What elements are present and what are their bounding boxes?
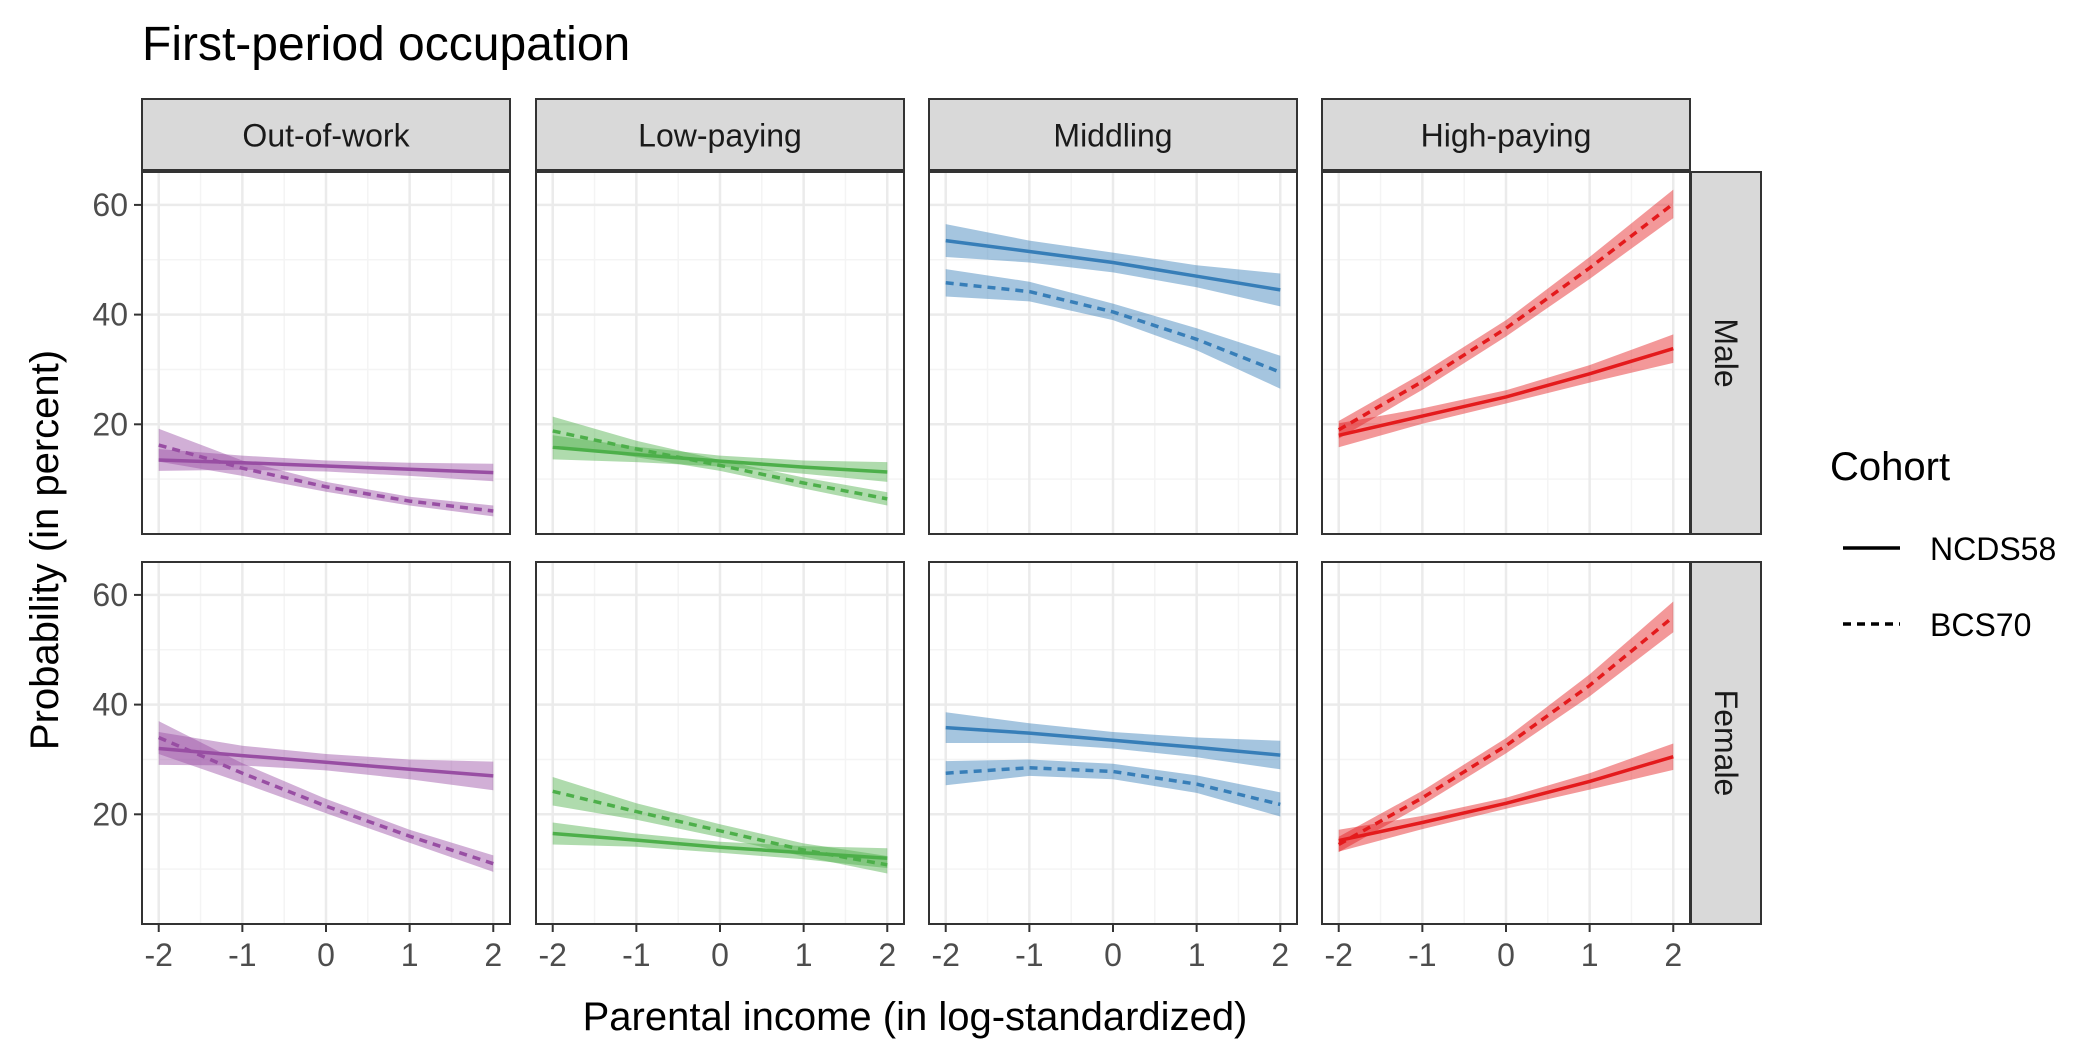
series-line-bcs70 xyxy=(945,765,1281,807)
panel-male-out-of-work: 20 40 60 xyxy=(92,171,511,535)
facet-strip-label: Out-of-work xyxy=(242,118,410,154)
series-line-ncds58 xyxy=(945,238,1281,292)
ci-band-bcs70 xyxy=(158,428,494,517)
ci-band-bcs70 xyxy=(1338,189,1674,439)
x-tick-label: 1 xyxy=(401,937,419,973)
ci-band-ncds58 xyxy=(1338,743,1674,852)
series-line-ncds58 xyxy=(158,746,494,778)
ci-band-bcs70 xyxy=(158,721,494,872)
ci-band-ncds58 xyxy=(552,822,888,869)
facet-strip-background xyxy=(535,98,905,171)
x-tick-label: 0 xyxy=(317,937,335,973)
facet-panels: Out-of-work Low-paying Middling High-paying… xyxy=(92,98,1762,973)
panel-border xyxy=(141,171,511,535)
series-line-ncds58 xyxy=(945,725,1281,757)
facet-strip-middling: Middling xyxy=(928,98,1298,171)
series-line-bcs70 xyxy=(1337,615,1675,847)
ci-band-ncds58 xyxy=(1338,334,1674,448)
x-tick-label: 1 xyxy=(1581,937,1599,973)
series-line-bcs70 xyxy=(552,429,888,501)
x-tick-label: -2 xyxy=(145,937,173,973)
y-tick-label: 60 xyxy=(92,577,128,613)
series-line-ncds58 xyxy=(1338,755,1674,843)
x-tick-label: -1 xyxy=(228,937,256,973)
panel-border xyxy=(1321,171,1691,535)
ci-band-ncds58 xyxy=(945,224,1281,307)
facet-strip-label: Low-paying xyxy=(638,118,802,154)
chart-title: First-period occupation xyxy=(142,18,630,71)
panel-female-out-of-work: 20 40 60 -2 -1 0 1 2 xyxy=(92,561,511,973)
legend-label: BCS70 xyxy=(1930,607,2031,643)
y-axis-title: Probability (in percent) xyxy=(23,350,67,750)
ci-band-bcs70 xyxy=(945,269,1281,389)
series-line-bcs70 xyxy=(552,789,888,867)
x-tick-label: 0 xyxy=(1497,937,1515,973)
series-line-ncds58 xyxy=(1338,346,1674,438)
panel-male-middling xyxy=(928,171,1298,535)
x-tick-label: -1 xyxy=(1015,937,1043,973)
facet-strip-background xyxy=(1321,98,1691,171)
facet-row-strip-label: Female xyxy=(1708,690,1744,797)
facet-strip-background xyxy=(928,98,1298,171)
panel-female-middling: -2 -1 0 1 2 xyxy=(928,561,1298,973)
x-tick-label: -2 xyxy=(1325,937,1353,973)
legend: Cohort NCDS58 BCS70 xyxy=(1830,445,2056,643)
x-tick-label: 1 xyxy=(795,937,813,973)
facet-strip-low-paying: Low-paying xyxy=(535,98,905,171)
panel-border xyxy=(928,171,1298,535)
y-tick-label: 60 xyxy=(92,187,128,223)
ci-band-ncds58 xyxy=(552,435,888,482)
y-tick-label: 40 xyxy=(92,297,128,333)
y-tick-label: 20 xyxy=(92,796,128,832)
x-axis-title: Parental income (in log-standardized) xyxy=(583,995,1248,1039)
ci-band-bcs70 xyxy=(1338,601,1674,853)
x-tick-label: -2 xyxy=(539,937,567,973)
x-tick-label: 0 xyxy=(1104,937,1122,973)
facet-strip-background xyxy=(141,98,511,171)
x-tick-label: 2 xyxy=(1664,937,1682,973)
facet-strip-label: Middling xyxy=(1053,118,1172,154)
ci-band-bcs70 xyxy=(945,759,1281,817)
x-tick-label: -1 xyxy=(1408,937,1436,973)
panel-male-high-paying xyxy=(1321,171,1691,535)
x-tick-label: 2 xyxy=(878,937,896,973)
y-tick-label: 40 xyxy=(92,687,128,723)
x-tick-label: 2 xyxy=(1271,937,1289,973)
facet-row-strip-label: Male xyxy=(1708,318,1744,387)
facet-strip-high-paying: High-paying xyxy=(1321,98,1691,171)
x-tick-label: -1 xyxy=(622,937,650,973)
panel-female-low-paying: -2 -1 0 1 2 xyxy=(535,561,905,973)
legend-item-ncds58: NCDS58 xyxy=(1843,531,2056,567)
series-line-bcs70 xyxy=(158,443,494,513)
x-tick-label: 2 xyxy=(484,937,502,973)
panel-female-high-paying: -2 -1 0 1 2 xyxy=(1321,561,1691,973)
legend-item-bcs70: BCS70 xyxy=(1843,607,2031,643)
series-line-ncds58 xyxy=(552,445,888,474)
facet-row-strip-background xyxy=(1690,171,1762,535)
series-line-bcs70 xyxy=(158,735,494,866)
legend-title: Cohort xyxy=(1830,445,1950,489)
facet-row-strip-female: Female xyxy=(1690,561,1762,925)
x-tick-label: -2 xyxy=(932,937,960,973)
legend-label: NCDS58 xyxy=(1930,531,2056,567)
facet-row-strip-male: Male xyxy=(1690,171,1762,535)
facet-strip-out-of-work: Out-of-work xyxy=(141,98,511,171)
facet-strip-label: High-paying xyxy=(1421,118,1592,154)
y-tick-label: 20 xyxy=(92,406,128,442)
series-line-bcs70 xyxy=(945,281,1281,374)
panel-border xyxy=(535,171,905,535)
panel-male-low-paying xyxy=(535,171,905,535)
x-tick-label: 1 xyxy=(1188,937,1206,973)
x-tick-label: 0 xyxy=(711,937,729,973)
